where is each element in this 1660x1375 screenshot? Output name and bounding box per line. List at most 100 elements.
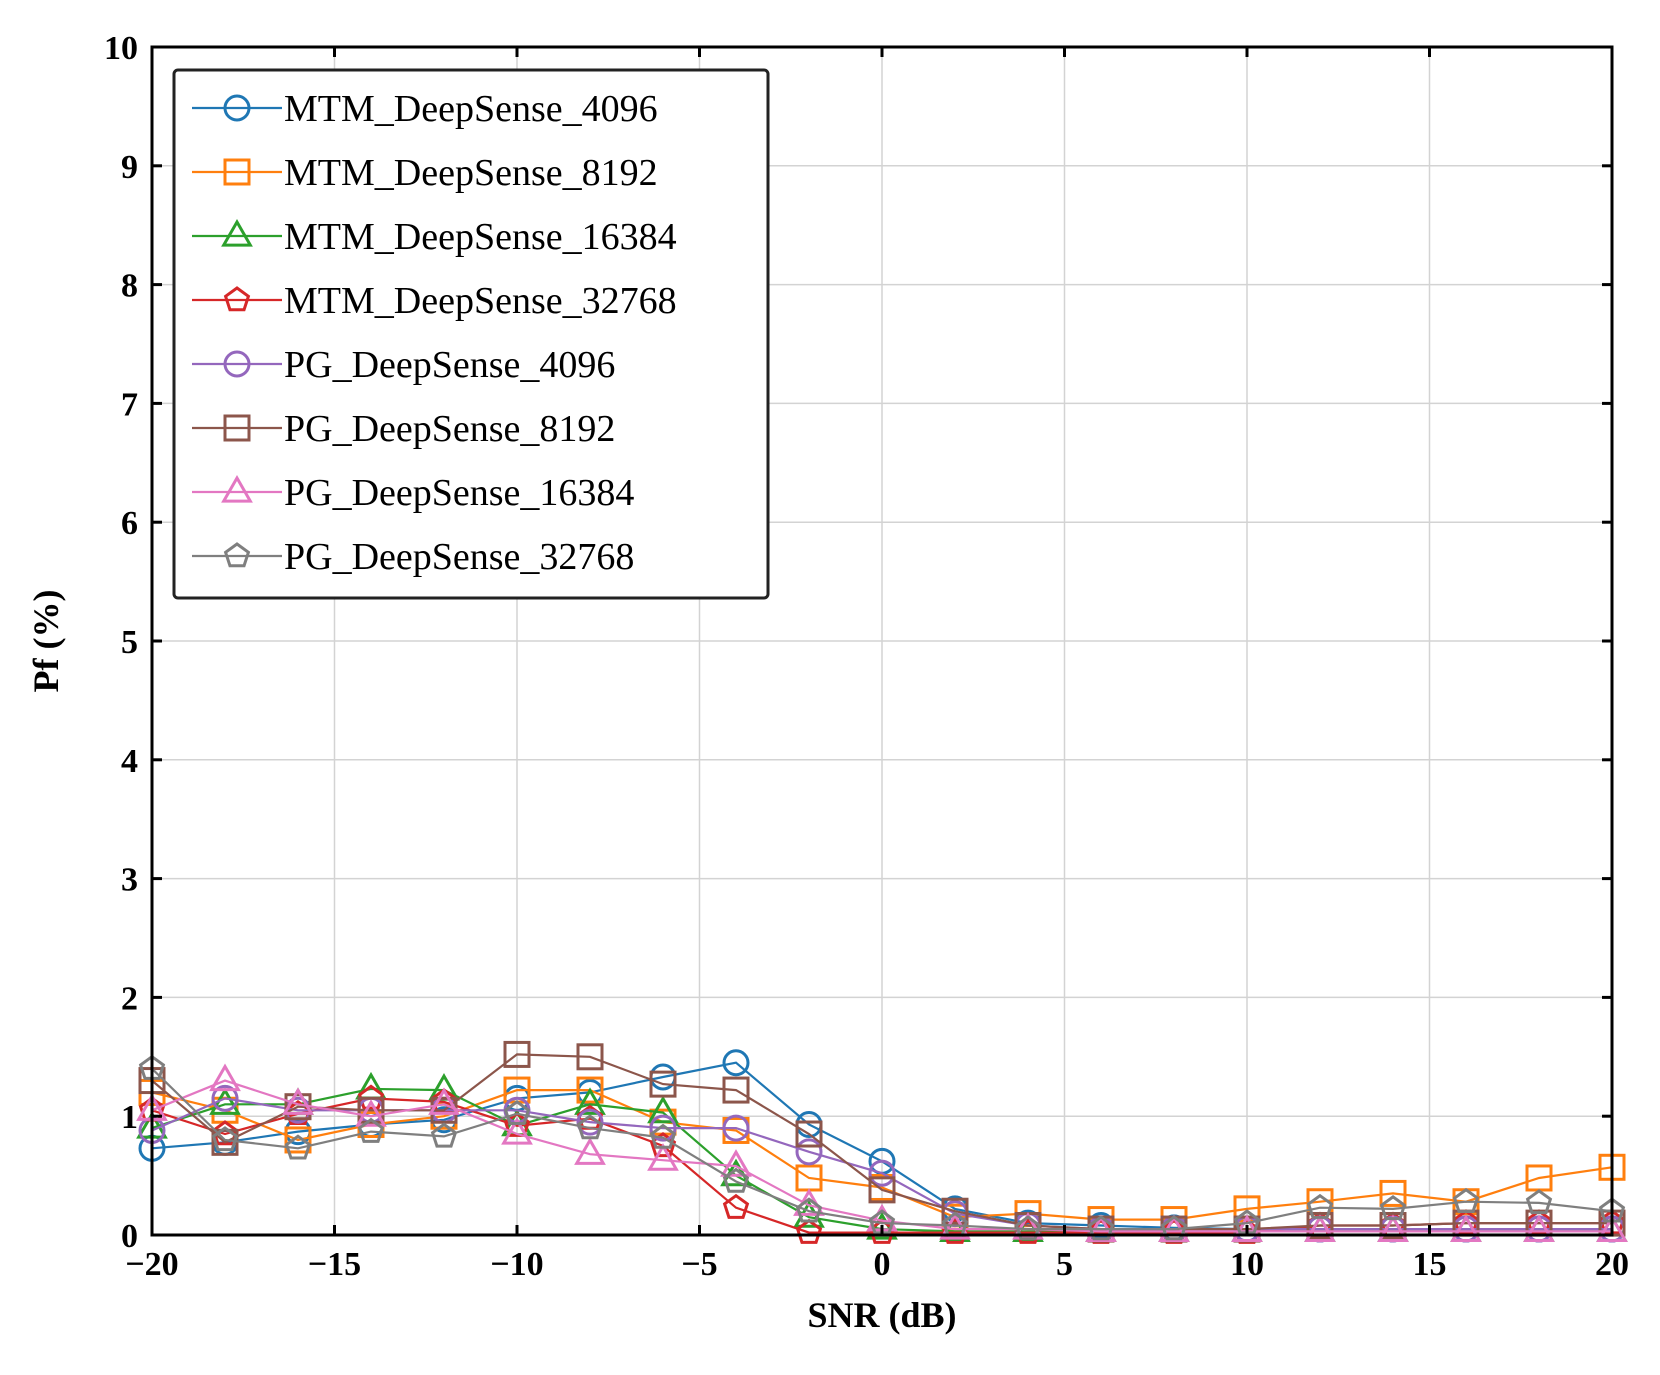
data-point <box>1452 1209 1480 1235</box>
data-point <box>722 1049 750 1077</box>
series-line <box>151 1067 1613 1231</box>
y-tick-label: 9 <box>121 149 138 186</box>
legend-marker <box>223 414 251 442</box>
data-point <box>941 1197 969 1225</box>
data-point <box>1231 1214 1263 1243</box>
data-point <box>284 1134 312 1160</box>
legend-item: PG_DeepSense_16384 <box>192 472 634 514</box>
x-tick-label: 20 <box>1595 1246 1629 1283</box>
legend-item: PG_DeepSense_4096 <box>192 344 615 386</box>
data-point <box>722 1193 750 1219</box>
data-point <box>209 1063 241 1092</box>
data-point <box>357 1117 385 1143</box>
y-tick-label: 1 <box>121 1099 138 1136</box>
legend-item: MTM_DeepSense_4096 <box>192 88 658 130</box>
grid <box>152 47 1612 1235</box>
legend-marker <box>223 94 251 122</box>
x-axis-title: SNR (dB) <box>807 1295 956 1335</box>
legend-label: PG_DeepSense_16384 <box>284 472 634 514</box>
legend-item: MTM_DeepSense_32768 <box>192 280 677 322</box>
legend-marker <box>221 218 253 247</box>
y-tick-label: 4 <box>121 743 138 780</box>
data-point <box>795 1138 823 1166</box>
data-point <box>428 1087 460 1115</box>
legend-marker <box>221 474 253 503</box>
data-point <box>1525 1209 1553 1235</box>
data-point <box>1160 1215 1188 1241</box>
data-point <box>574 1087 606 1115</box>
x-tick-label: −15 <box>308 1246 361 1283</box>
data-point <box>1379 1195 1407 1221</box>
legend-marker <box>223 542 251 568</box>
legend-label: PG_DeepSense_32768 <box>284 536 634 578</box>
data-point <box>576 1108 604 1136</box>
data-point <box>1377 1214 1409 1243</box>
data-point <box>868 1176 896 1204</box>
data-point <box>722 1167 750 1193</box>
data-point <box>1087 1215 1115 1241</box>
legend: MTM_DeepSense_4096 MTM_DeepSense_8192 MTM_… <box>172 68 770 600</box>
data-point <box>649 1114 677 1142</box>
x-tick-label: −5 <box>681 1246 717 1283</box>
data-point <box>357 1084 385 1110</box>
data-point <box>211 1084 239 1112</box>
legend-box <box>172 68 770 600</box>
data-point <box>1306 1193 1334 1219</box>
x-tick-label: 5 <box>1056 1246 1073 1283</box>
data-point <box>357 1096 385 1124</box>
data-point <box>1304 1214 1336 1243</box>
legend-item: PG_DeepSense_8192 <box>192 408 615 450</box>
legend-item: PG_DeepSense_32768 <box>192 536 634 578</box>
legend-label: PG_DeepSense_8192 <box>284 408 615 450</box>
data-point <box>795 1120 823 1148</box>
series-line <box>151 1079 1612 1233</box>
y-tick-label: 6 <box>121 505 138 542</box>
data-point <box>211 1126 239 1152</box>
y-tick-label: 0 <box>121 1218 138 1255</box>
data-point <box>720 1149 752 1177</box>
y-tick-label: 10 <box>104 30 138 67</box>
data-point <box>503 1099 531 1126</box>
legend-item: MTM_DeepSense_8192 <box>192 152 658 194</box>
y-tick-label: 2 <box>121 980 138 1017</box>
legend-label: MTM_DeepSense_4096 <box>284 88 658 130</box>
data-point <box>284 1126 312 1154</box>
data-point <box>282 1087 314 1115</box>
legend-label: MTM_DeepSense_16384 <box>284 216 677 258</box>
data-point <box>722 1114 750 1142</box>
data-point <box>576 1114 604 1140</box>
data-point <box>1525 1189 1553 1215</box>
data-point <box>501 1117 533 1145</box>
y-tick-label: 7 <box>121 386 138 423</box>
legend-marker <box>223 350 251 378</box>
data-point <box>795 1197 823 1223</box>
data-point <box>576 1043 604 1071</box>
data-point <box>1523 1214 1555 1243</box>
data-point <box>1014 1215 1042 1241</box>
x-tick-label: −20 <box>125 1246 178 1283</box>
y-tick-label: 5 <box>121 624 138 661</box>
data-point <box>1596 1214 1628 1243</box>
data-point <box>430 1122 458 1148</box>
series-line <box>151 1089 1613 1221</box>
data-point <box>795 1218 823 1244</box>
x-tick-label: 10 <box>1230 1246 1264 1283</box>
data-point <box>576 1076 604 1104</box>
y-tick-label: 3 <box>121 862 138 899</box>
data-point <box>868 1159 896 1187</box>
x-tick-label: 0 <box>874 1246 891 1283</box>
data-point <box>1450 1214 1482 1243</box>
legend-label: MTM_DeepSense_32768 <box>284 280 677 322</box>
ticks: −20 −15 −10 −5 0 5 10 15 20 0 1 2 3 4 5 6 7 8 9 10 <box>104 30 1629 1283</box>
y-axis-title: Pf (%) <box>26 590 66 693</box>
data-point <box>503 1040 531 1068</box>
series-PG_DeepSense_32768 <box>138 1054 1626 1241</box>
data-point <box>1379 1179 1407 1207</box>
data-point <box>1452 1187 1480 1213</box>
x-tick-label: 15 <box>1413 1246 1447 1283</box>
data-point <box>574 1137 606 1165</box>
legend-item: MTM_DeepSense_16384 <box>192 216 677 258</box>
series-line <box>151 1053 1612 1231</box>
data-point <box>355 1099 387 1127</box>
